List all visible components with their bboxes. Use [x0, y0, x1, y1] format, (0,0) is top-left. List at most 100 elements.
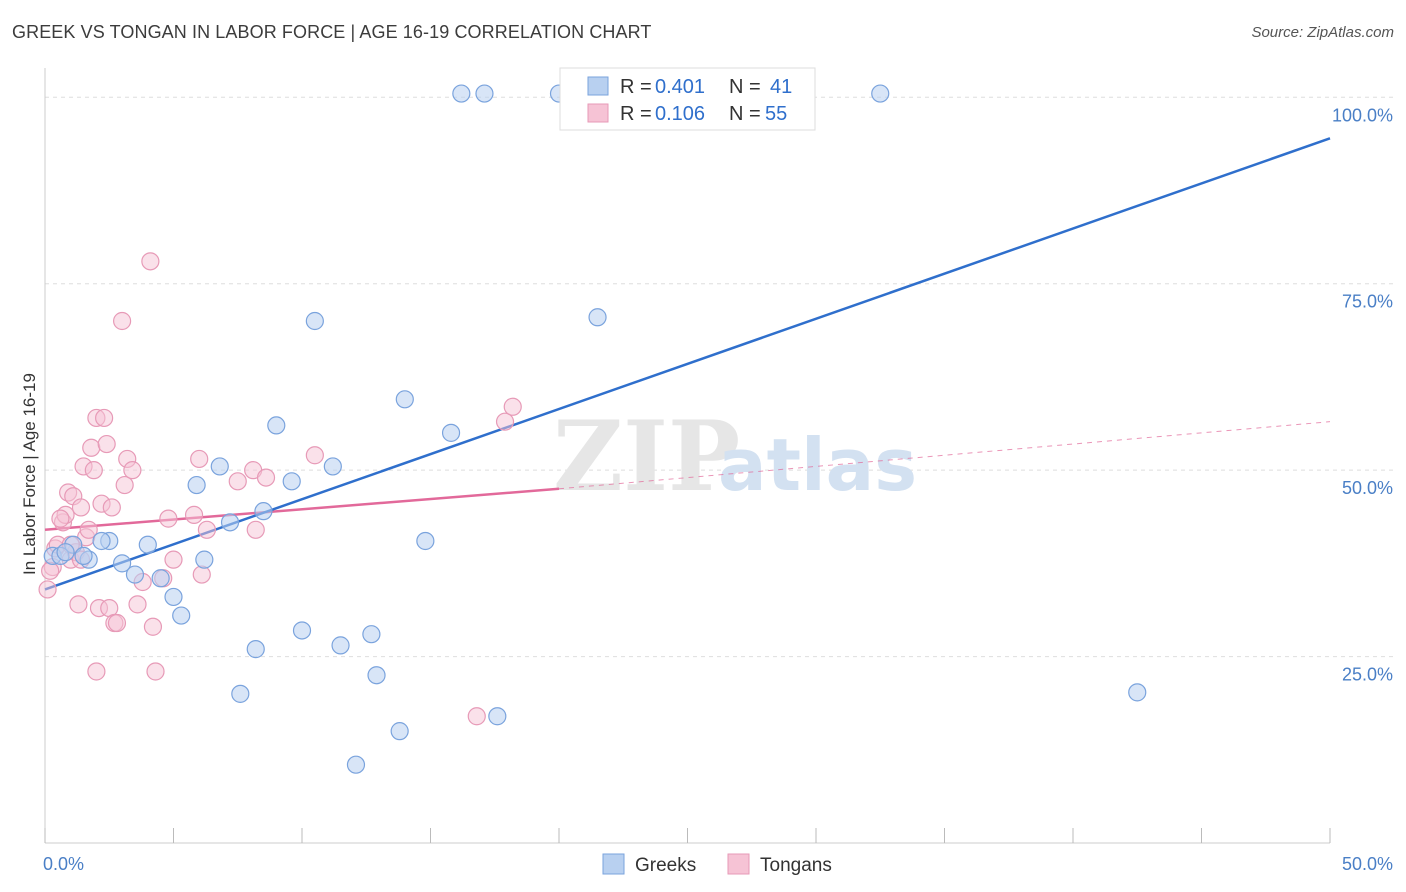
point-tongans-29 [123, 461, 142, 480]
series-legend: Greeks Tongans [602, 853, 832, 876]
point-greeks-40 [56, 543, 75, 562]
bottom-legend-tongans: Tongans [760, 855, 832, 876]
point-tongans-23 [102, 498, 121, 517]
point-tongans-26 [112, 311, 132, 331]
point-tongans-32 [141, 252, 160, 271]
legend-n-value-1: 41 [770, 76, 792, 98]
point-tongans-37 [164, 550, 183, 569]
points-greeks [43, 84, 1147, 774]
axes [44, 68, 1331, 844]
watermark: ZIP atlas [553, 400, 917, 513]
watermark-zip: ZIP [553, 400, 740, 513]
point-tongans-14 [79, 520, 98, 539]
chart-title: GREEK VS TONGAN IN LABOR FORCE | AGE 16-… [12, 22, 652, 42]
source-label: Source: ZipAtlas.com [1251, 24, 1394, 41]
point-tongans-39 [190, 449, 209, 469]
legend-r-label-1: R = [620, 76, 652, 98]
point-greeks-15 [231, 684, 250, 703]
bottom-legend-swatch-greeks [602, 853, 625, 875]
grid-lines [45, 96, 1393, 658]
y-tick-label-3: 100.0% [1332, 105, 1393, 125]
watermark-atlas: atlas [718, 423, 917, 507]
point-greeks-23 [331, 636, 350, 655]
point-greeks-25 [362, 625, 381, 644]
point-greeks-29 [416, 531, 435, 551]
point-tongans-36 [159, 509, 178, 528]
point-greeks-37 [1128, 683, 1147, 702]
point-greeks-17 [254, 502, 273, 521]
point-greeks-5 [112, 554, 132, 573]
point-tongans-48 [495, 412, 515, 431]
trend-tongans-dashed [558, 421, 1331, 490]
point-greeks-11 [187, 475, 206, 495]
point-greeks-39 [92, 531, 111, 551]
y-tick-label-2: 75.0% [1342, 292, 1393, 312]
y-tick-label-1: 50.0% [1342, 478, 1393, 498]
point-tongans-44 [246, 520, 265, 539]
point-greeks-9 [164, 587, 183, 607]
point-greeks-33 [488, 707, 507, 726]
point-greeks-24 [346, 755, 366, 774]
bottom-legend-greeks: Greeks [635, 855, 696, 876]
legend-swatch-tongans [587, 103, 609, 123]
point-tongans-27 [115, 475, 134, 495]
point-tongans-25 [107, 613, 127, 633]
point-tongans-16 [84, 461, 103, 480]
point-greeks-12 [195, 550, 214, 569]
point-tongans-21 [97, 434, 116, 454]
point-tongans-50 [87, 662, 106, 681]
point-tongans-41 [197, 520, 217, 539]
point-tongans-30 [128, 595, 147, 614]
point-tongans-33 [143, 617, 163, 636]
point-tongans-42 [228, 472, 247, 491]
point-tongans-11 [71, 498, 91, 517]
point-greeks-7 [138, 535, 157, 554]
point-greeks-21 [305, 311, 324, 331]
stats-legend: R = 0.401 N = 41 R = 0.106 N = 55 [559, 67, 816, 131]
point-tongans-0 [38, 580, 57, 599]
point-greeks-8 [151, 569, 170, 588]
point-greeks-27 [390, 722, 409, 741]
point-tongans-15 [82, 438, 101, 457]
point-tongans-38 [184, 505, 204, 524]
y-tick-label-0: 25.0% [1342, 665, 1393, 685]
point-greeks-16 [246, 640, 265, 659]
legend-n-label-1: N = [729, 76, 761, 98]
legend-n-value-2: 55 [765, 103, 787, 125]
legend-swatch-greeks [587, 76, 609, 96]
y-tick-labels: 25.0% 50.0% 75.0% 100.0% [1332, 105, 1393, 684]
point-greeks-13 [210, 457, 229, 476]
point-greeks-28 [395, 390, 414, 409]
point-tongans-40 [192, 565, 211, 584]
point-greeks-31 [452, 84, 471, 103]
legend-r-value-2: 0.106 [655, 103, 705, 125]
point-tongans-10 [69, 595, 88, 614]
point-greeks-19 [282, 472, 301, 491]
point-greeks-32 [475, 84, 494, 103]
point-tongans-34 [146, 662, 165, 681]
y-axis-label: In Labor Force | Age 16-19 [20, 373, 39, 575]
point-greeks-38 [74, 546, 93, 566]
trend-tongans-solid [44, 487, 560, 532]
x-tick-right: 50.0% [1342, 854, 1393, 874]
point-tongans-45 [256, 468, 276, 487]
point-greeks-22 [323, 457, 342, 476]
legend-r-label-2: R = [620, 103, 652, 125]
point-greeks-26 [367, 666, 386, 685]
point-tongans-47 [467, 707, 486, 726]
legend-r-value-1: 0.401 [655, 76, 705, 98]
x-tick-left: 0.0% [43, 854, 84, 874]
point-greeks-18 [267, 416, 286, 435]
point-tongans-49 [503, 397, 522, 416]
point-greeks-36 [871, 84, 890, 103]
point-tongans-20 [95, 408, 114, 428]
bottom-legend-swatch-tongans [727, 853, 750, 875]
point-tongans-53 [51, 509, 70, 528]
point-tongans-46 [305, 446, 324, 465]
point-greeks-6 [125, 565, 145, 584]
point-greeks-30 [441, 423, 461, 442]
legend-n-label-2: N = [729, 103, 761, 125]
points-tongans [38, 252, 522, 726]
trend-line-tongans [44, 421, 1331, 532]
